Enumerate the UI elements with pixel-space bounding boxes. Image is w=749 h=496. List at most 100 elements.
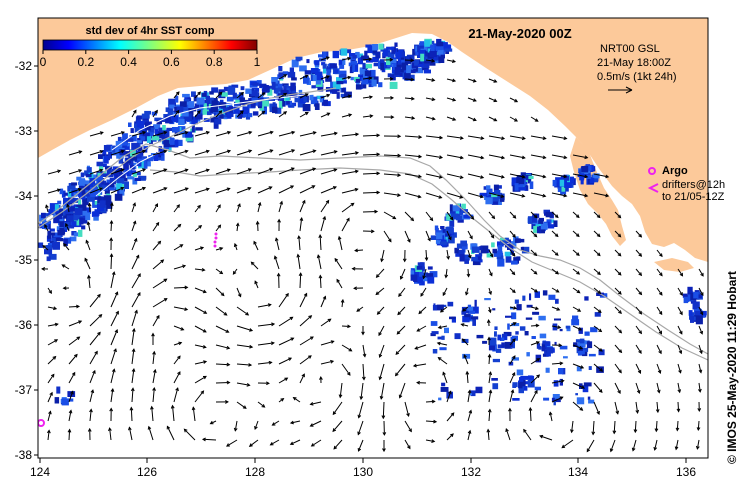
sst-pixel: [410, 274, 418, 281]
current-arrow: [147, 425, 154, 441]
current-arrow: [110, 387, 115, 403]
current-arrow: [299, 315, 313, 327]
current-arrow: [698, 306, 704, 316]
current-arrow: [289, 420, 301, 425]
sst-pixel: [120, 138, 128, 146]
current-arrow: [131, 291, 141, 308]
current-arrow: [551, 287, 560, 293]
sst-pixel: [131, 142, 139, 151]
current-arrow: [320, 168, 338, 175]
current-arrow: [593, 211, 601, 219]
sst-pixel: [507, 244, 514, 250]
sst-pixel: [214, 118, 222, 125]
current-arrow: [425, 439, 436, 443]
sst-pixel: [518, 186, 526, 191]
sst-pixel: [69, 197, 76, 204]
current-arrow: [236, 382, 251, 387]
current-arrow: [656, 268, 663, 277]
current-arrow: [446, 412, 455, 422]
sst-pixel: [196, 97, 205, 105]
sst-pixel: [325, 76, 332, 82]
current-arrow: [236, 130, 253, 137]
sst-pixel: [48, 253, 57, 260]
sst-pixel: [258, 104, 262, 109]
current-arrow: [437, 356, 448, 365]
sst-pixel: [275, 107, 282, 114]
sst-pixel: [86, 167, 92, 173]
sst-pixel: [283, 85, 287, 94]
current-arrow: [655, 401, 660, 414]
sst-pixel: [446, 214, 454, 221]
current-arrow: [698, 287, 704, 297]
sst-pixel: [690, 292, 697, 301]
sst-pixel: [514, 299, 519, 304]
sst-pixel: [528, 175, 534, 179]
current-arrow: [47, 188, 61, 194]
sst-pixel: [158, 138, 162, 143]
sst-pixel: [430, 235, 439, 240]
sst-pixel: [682, 293, 688, 298]
current-arrow: [278, 185, 295, 194]
sst-pixel: [103, 163, 107, 168]
current-arrow: [341, 169, 359, 175]
sst-pixel: [184, 113, 192, 122]
sst-stddev-patches: [38, 38, 707, 406]
drifter-legend-marker: [647, 183, 659, 193]
current-arrow: [173, 341, 183, 346]
current-arrow: [677, 325, 683, 335]
current-arrow: [572, 268, 581, 275]
contour-white-slope: [95, 151, 161, 197]
current-arrow: [399, 268, 406, 280]
current-arrow: [299, 216, 304, 232]
current-arrow: [292, 397, 301, 403]
current-arrow: [271, 420, 280, 426]
sst-pixel: [252, 82, 259, 86]
current-arrow: [278, 397, 285, 403]
sst-pixel: [38, 242, 44, 248]
sst-pixel: [59, 227, 66, 235]
sst-pixel: [439, 347, 447, 351]
x-tick-label: 132: [461, 465, 481, 479]
current-arrow: [383, 173, 402, 177]
sst-pixel: [695, 316, 703, 325]
sst-pixel: [515, 331, 519, 335]
current-arrow: [530, 249, 538, 257]
current-arrow: [131, 202, 136, 213]
sst-pixel: [168, 98, 176, 107]
sst-pixel: [697, 291, 701, 297]
current-arrow: [383, 153, 402, 158]
current-arrow: [173, 264, 187, 270]
current-arrow: [320, 112, 331, 118]
current-arrow: [299, 199, 306, 213]
current-arrow: [425, 192, 443, 199]
current-arrow: [698, 344, 703, 355]
sst-pixel: [387, 73, 392, 78]
current-arrow: [110, 368, 116, 384]
sst-pixel: [84, 170, 89, 176]
sst-pixel: [99, 175, 103, 181]
sst-pixel: [138, 146, 143, 151]
sst-pixel: [71, 182, 78, 186]
current-arrow: [341, 187, 359, 194]
current-arrow: [467, 192, 484, 199]
current-arrow: [151, 332, 155, 345]
sst-pixel: [585, 170, 591, 177]
sst-pixel: [518, 382, 523, 389]
current-arrow: [257, 322, 276, 327]
sst-pixel: [45, 220, 51, 225]
sst-pixel: [500, 237, 508, 242]
current-arrow: [362, 95, 374, 99]
sst-pixel: [545, 211, 554, 218]
argo-legend-label: Argo: [662, 165, 688, 177]
sst-pixel: [478, 252, 483, 257]
sst-pixel: [163, 129, 170, 137]
current-arrow: [298, 272, 303, 289]
current-arrow: [173, 285, 189, 290]
current-arrow: [173, 355, 181, 365]
sst-pixel: [559, 345, 568, 350]
sst-pixel: [135, 171, 141, 176]
sst-pixel: [332, 87, 338, 94]
sst-pixel: [188, 110, 194, 115]
current-arrow: [509, 322, 517, 327]
sst-pixel: [272, 106, 278, 114]
